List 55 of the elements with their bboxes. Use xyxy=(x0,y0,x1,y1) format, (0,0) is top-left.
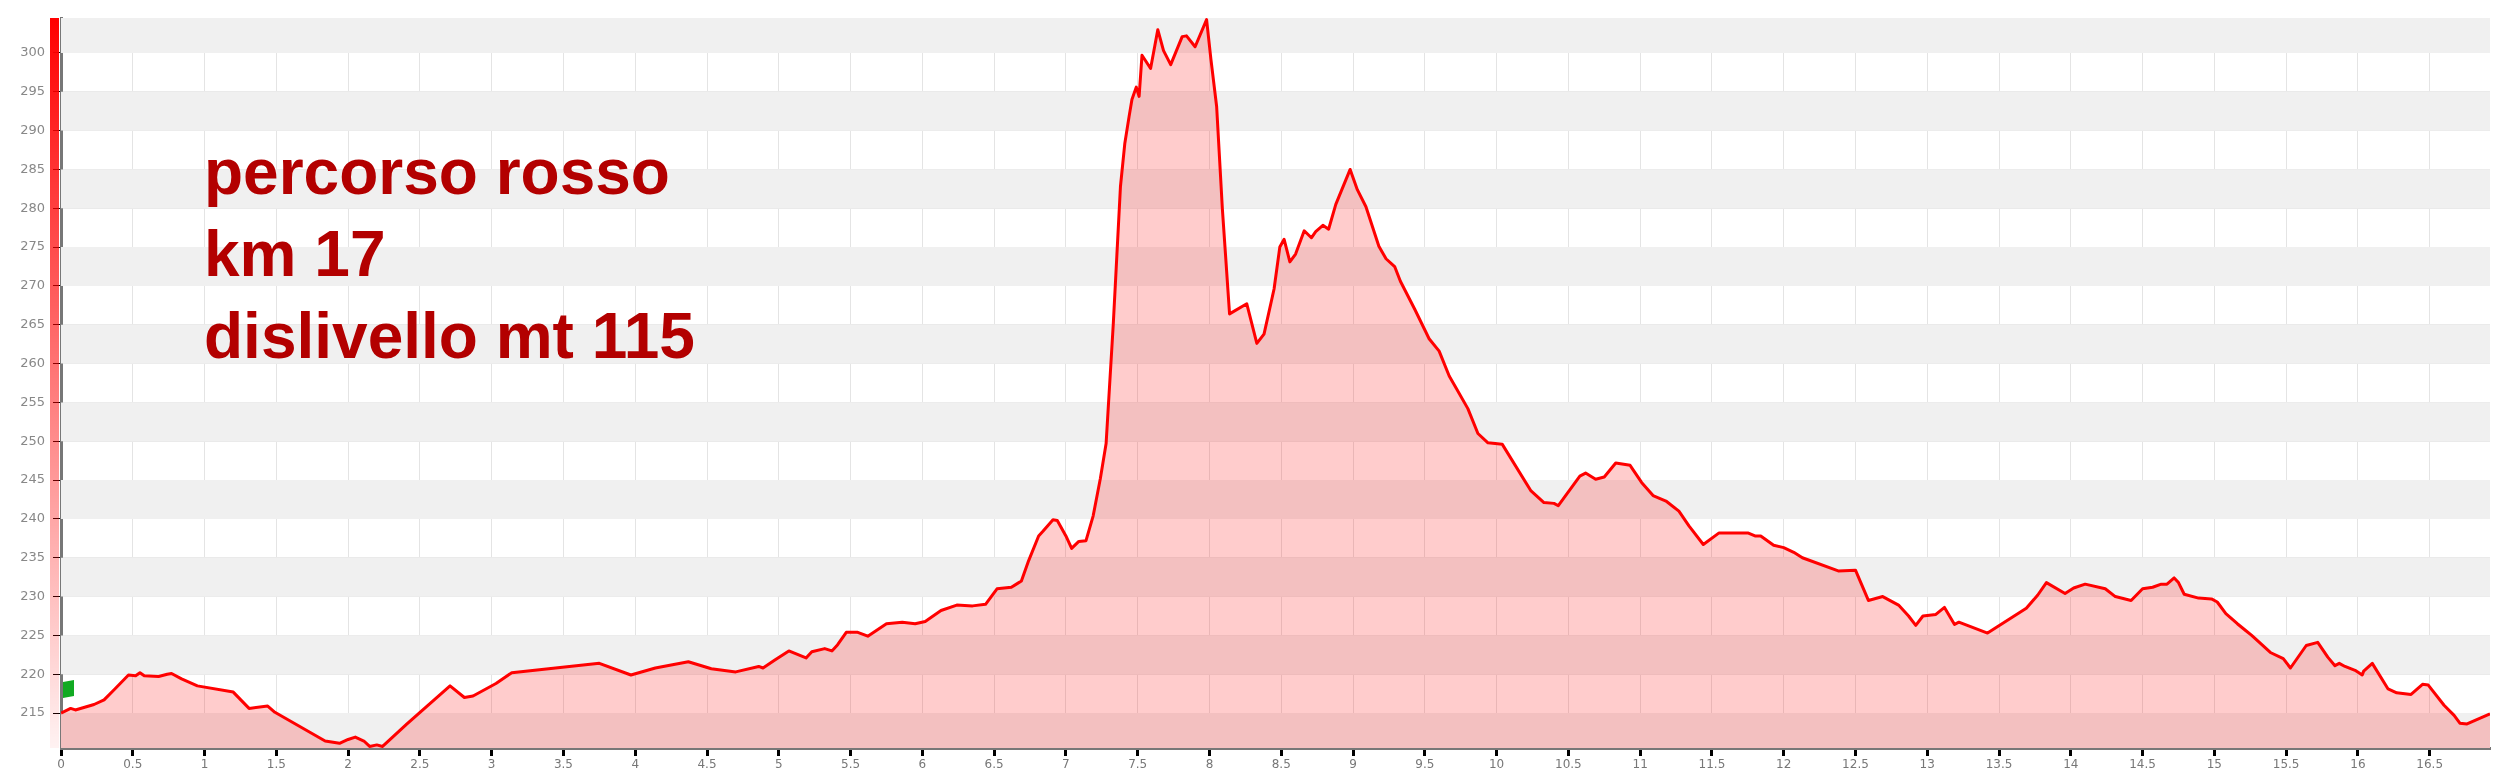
y-tick-label: 285 xyxy=(20,160,45,176)
x-tick-label: 4 xyxy=(631,757,640,772)
x-tick-label: 7.5 xyxy=(1128,757,1148,772)
annotation: percorso rosso xyxy=(204,136,670,208)
x-tick-label: 7 xyxy=(1062,757,1070,772)
x-tick-label: 10 xyxy=(1488,757,1505,772)
x-tick-label: 15.5 xyxy=(2272,757,2300,772)
x-tick-label: 2 xyxy=(344,757,352,772)
x-tick-label: 3 xyxy=(487,757,496,772)
annotation: dislivello mt 115 xyxy=(204,300,695,372)
y-tick-label: 215 xyxy=(20,704,45,720)
x-tick-label: 16.5 xyxy=(2416,757,2444,772)
annotation: km 17 xyxy=(204,218,386,290)
x-tick-label: 13.5 xyxy=(1985,757,2013,772)
x-tick-label: 11.5 xyxy=(1698,757,1726,772)
y-tick-label: 255 xyxy=(20,393,45,409)
x-tick-label: 9.5 xyxy=(1415,757,1435,772)
y-tick-label: 275 xyxy=(20,238,45,254)
x-tick-label: 6 xyxy=(918,757,927,772)
y-tick-label: 295 xyxy=(20,83,45,99)
y-tick-label: 280 xyxy=(20,199,45,215)
x-tick-label: 1.5 xyxy=(266,757,286,772)
x-tick-label: 0.5 xyxy=(123,757,143,772)
x-tick-label: 9 xyxy=(1349,757,1357,772)
y-tick-label: 300 xyxy=(20,44,45,60)
x-tick-label: 16 xyxy=(2350,757,2366,772)
x-tick-label: 10.5 xyxy=(1555,757,1582,772)
y-tick-label: 265 xyxy=(20,316,45,332)
x-tick-label: 11 xyxy=(1632,757,1648,772)
y-tick-label: 240 xyxy=(20,510,45,526)
x-tick-label: 1 xyxy=(200,757,209,772)
x-tick-label: 12.5 xyxy=(1842,757,1869,772)
x-tick-label: 5 xyxy=(774,757,783,772)
x-tick-label: 14.5 xyxy=(2129,757,2156,772)
x-tick-label: 8.5 xyxy=(1271,757,1291,772)
y-tick-label: 290 xyxy=(20,121,45,137)
x-tick-label: 12 xyxy=(1776,757,1792,772)
x-tick-label: 8 xyxy=(1205,757,1214,772)
x-tick-label: 13 xyxy=(1919,757,1935,772)
x-tick-label: 5.5 xyxy=(841,757,861,772)
y-tick-label: 235 xyxy=(20,549,45,565)
x-tick-label: 3.5 xyxy=(553,757,573,772)
x-tick-label: 15 xyxy=(2206,757,2223,772)
y-tick-label: 230 xyxy=(20,587,45,603)
y-tick-label: 245 xyxy=(20,471,45,487)
y-tick-label: 220 xyxy=(20,665,45,681)
y-tick-label: 260 xyxy=(20,354,45,370)
y-tick-label: 225 xyxy=(20,626,45,642)
y-tick-label: 270 xyxy=(20,277,45,293)
x-tick-label: 0 xyxy=(57,757,65,772)
x-tick-label: 14 xyxy=(2063,757,2079,772)
x-tick-label: 6.5 xyxy=(984,757,1004,772)
y-tick-label: 250 xyxy=(20,432,45,448)
x-tick-label: 2.5 xyxy=(410,757,430,772)
x-tick-label: 4.5 xyxy=(697,757,717,772)
